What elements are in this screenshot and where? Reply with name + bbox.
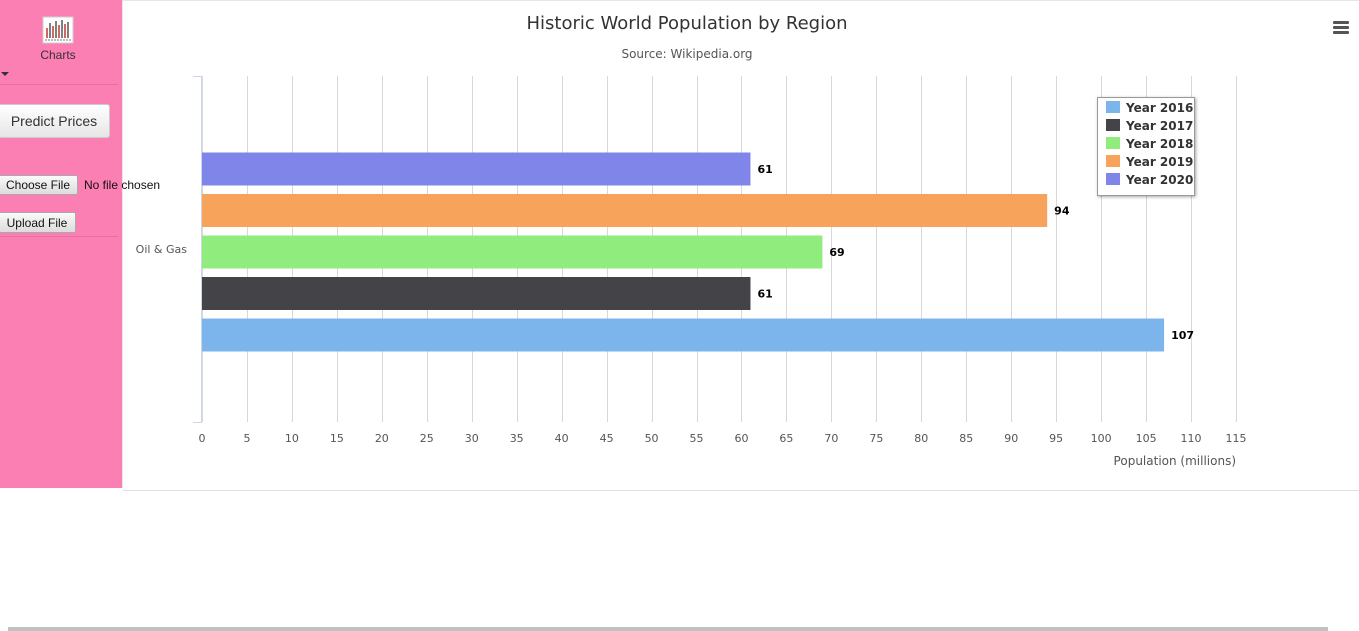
file-status-text: No file chosen bbox=[84, 178, 161, 192]
chart-legend: Year 2016 Year 2017 Year 2018 Year 2019 … bbox=[1097, 97, 1195, 196]
legend-swatch bbox=[1106, 119, 1120, 131]
legend-item[interactable]: Year 2019 bbox=[1106, 155, 1193, 171]
x-tick-label: 45 bbox=[600, 432, 614, 445]
bar-year-2016[interactable] bbox=[202, 318, 1165, 352]
legend-label: Year 2018 bbox=[1126, 137, 1194, 151]
x-tick-label: 30 bbox=[465, 432, 479, 445]
legend-label: Year 2020 bbox=[1126, 173, 1194, 187]
bar-year-2020[interactable] bbox=[202, 152, 751, 186]
caret-down-icon[interactable] bbox=[1, 72, 9, 76]
legend-label: Year 2016 bbox=[1126, 101, 1194, 115]
sidebar-divider bbox=[0, 236, 118, 237]
x-tick-label: 90 bbox=[1004, 432, 1018, 445]
data-label: 94 bbox=[1054, 205, 1070, 218]
x-axis-title: Population (millions) bbox=[1114, 454, 1236, 468]
x-tick-label: 40 bbox=[555, 432, 569, 445]
legend-item[interactable]: Year 2018 bbox=[1106, 137, 1193, 153]
charts-label: Charts bbox=[40, 48, 76, 62]
data-label: 61 bbox=[757, 163, 772, 176]
bar-year-2018[interactable] bbox=[202, 235, 823, 269]
x-tick-label: 55 bbox=[690, 432, 704, 445]
bar-year-2019[interactable] bbox=[202, 194, 1048, 227]
sidebar: Charts Predict Prices Choose File No fil… bbox=[0, 0, 160, 488]
legend-item[interactable]: Year 2020 bbox=[1106, 173, 1193, 189]
upload-file-button[interactable]: Upload File bbox=[0, 212, 76, 233]
x-tick-label: 15 bbox=[330, 432, 344, 445]
bar-chart: Historic World Population by Region Sour… bbox=[136, 13, 1247, 468]
legend-swatch bbox=[1106, 173, 1120, 185]
x-tick-label: 100 bbox=[1091, 432, 1112, 445]
legend-swatch bbox=[1106, 155, 1120, 167]
chart-subtitle: Source: Wikipedia.org bbox=[621, 47, 752, 61]
legend-item[interactable]: Year 2016 bbox=[1106, 101, 1193, 117]
chart-title: Historic World Population by Region bbox=[526, 13, 847, 34]
x-tick-label: 75 bbox=[869, 432, 883, 445]
x-tick-label: 0 bbox=[199, 432, 206, 445]
x-tick-label: 105 bbox=[1136, 432, 1157, 445]
sidebar-divider bbox=[0, 84, 118, 85]
x-tick-label: 5 bbox=[243, 432, 250, 445]
x-tick-label: 20 bbox=[375, 432, 389, 445]
choose-file-button[interactable]: Choose File bbox=[0, 175, 78, 195]
horizontal-scrollbar[interactable] bbox=[8, 627, 1328, 631]
chart-menu-icon[interactable] bbox=[1331, 18, 1351, 36]
x-tick-label: 65 bbox=[779, 432, 793, 445]
predict-prices-button[interactable]: Predict Prices bbox=[0, 104, 110, 138]
chart-container: Historic World Population by Region Sour… bbox=[123, 0, 1359, 491]
x-tick-label: 25 bbox=[420, 432, 434, 445]
x-tick-label: 50 bbox=[645, 432, 659, 445]
legend-swatch bbox=[1106, 101, 1120, 113]
data-label: 107 bbox=[1171, 329, 1194, 342]
data-label: 61 bbox=[757, 288, 772, 301]
x-tick-label: 80 bbox=[914, 432, 928, 445]
charts-nav-link[interactable]: Charts bbox=[34, 14, 82, 66]
category-label: Oil & Gas bbox=[136, 243, 188, 256]
x-tick-label: 110 bbox=[1181, 432, 1202, 445]
x-tick-label: 60 bbox=[734, 432, 748, 445]
x-tick-label: 85 bbox=[959, 432, 973, 445]
x-tick-label: 95 bbox=[1049, 432, 1063, 445]
data-label: 69 bbox=[829, 246, 844, 259]
x-tick-label: 35 bbox=[510, 432, 524, 445]
legend-label: Year 2017 bbox=[1126, 119, 1194, 133]
chart-icon bbox=[42, 16, 74, 44]
legend-label: Year 2019 bbox=[1126, 155, 1194, 169]
bar-year-2017[interactable] bbox=[202, 277, 751, 310]
x-tick-label: 115 bbox=[1226, 432, 1247, 445]
legend-swatch bbox=[1106, 137, 1120, 149]
x-tick-label: 10 bbox=[285, 432, 299, 445]
x-tick-label: 70 bbox=[824, 432, 838, 445]
legend-item[interactable]: Year 2017 bbox=[1106, 119, 1193, 135]
